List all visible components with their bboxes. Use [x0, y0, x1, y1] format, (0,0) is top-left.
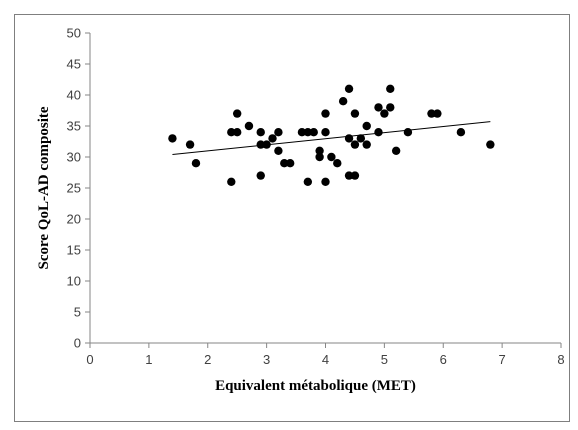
data-point	[427, 109, 436, 118]
data-point	[309, 128, 318, 137]
x-tick-label: 8	[557, 352, 564, 367]
data-point	[391, 146, 401, 155]
y-axis-title: Score QoL-AD composite	[36, 106, 52, 269]
x-tick-label: 3	[263, 352, 270, 367]
data-point	[280, 159, 289, 168]
data-point	[256, 128, 265, 137]
y-tick-label: 10	[67, 274, 81, 289]
data-point	[386, 103, 395, 112]
y-tick-label: 5	[74, 305, 81, 320]
data-point	[344, 134, 354, 143]
data-point	[456, 128, 466, 137]
data-point	[356, 134, 366, 143]
data-point	[344, 171, 354, 180]
data-point	[227, 177, 236, 186]
data-point	[315, 146, 324, 155]
data-point	[344, 84, 354, 94]
data-point	[350, 140, 360, 149]
x-tick-label: 0	[86, 352, 93, 367]
x-tick-label: 1	[145, 352, 152, 367]
data-point	[227, 128, 236, 137]
data-point	[433, 109, 442, 118]
data-point	[232, 109, 242, 118]
x-axis-title: Equivalent métabolique (MET)	[215, 378, 416, 394]
data-point	[321, 177, 330, 186]
y-tick-label: 50	[67, 26, 81, 41]
data-point	[303, 128, 313, 137]
y-tick-label: 40	[67, 88, 81, 103]
data-point	[362, 121, 371, 131]
y-tick-label: 20	[67, 212, 81, 227]
data-point	[333, 159, 342, 168]
data-point	[297, 128, 307, 137]
data-point	[256, 140, 265, 149]
data-point	[374, 103, 383, 112]
y-tick-label: 15	[67, 243, 81, 258]
x-tick-label: 6	[440, 352, 447, 367]
data-point	[268, 134, 277, 143]
y-tick-label: 0	[74, 336, 81, 351]
trendline-group	[172, 121, 491, 156]
y-tick-label: 45	[67, 57, 81, 72]
data-point	[350, 171, 360, 180]
data-point	[338, 97, 348, 106]
data-point	[256, 171, 265, 180]
x-tick-label: 5	[381, 352, 388, 367]
x-tick-label: 2	[204, 352, 211, 367]
trendline	[172, 121, 491, 156]
data-point	[386, 84, 395, 94]
data-points	[168, 84, 495, 186]
y-axis: 0 5 10 15 20 25 30 35 40 45 50	[67, 26, 91, 351]
data-point	[486, 140, 495, 149]
data-point	[274, 128, 283, 137]
data-point	[191, 159, 201, 168]
y-tick-label: 35	[67, 119, 81, 134]
data-point	[168, 134, 177, 143]
data-point	[380, 109, 389, 118]
y-tick-label: 25	[67, 181, 81, 196]
data-point	[315, 152, 324, 162]
data-point	[374, 128, 383, 137]
data-point	[262, 140, 271, 149]
data-point	[362, 140, 371, 149]
data-point	[232, 128, 242, 137]
x-tick-label: 7	[499, 352, 506, 367]
data-point	[403, 128, 413, 137]
data-point	[350, 109, 360, 118]
data-point	[321, 128, 330, 137]
data-point	[321, 109, 330, 118]
data-point	[327, 152, 336, 162]
data-point	[285, 159, 295, 168]
y-tick-label: 30	[67, 150, 81, 165]
data-point	[274, 146, 283, 155]
x-tick-label: 4	[322, 352, 329, 367]
data-point	[185, 140, 195, 149]
data-point	[244, 121, 254, 131]
x-axis: 0 1 2 3 4 5 6 7 8	[86, 342, 565, 367]
data-point	[303, 177, 313, 186]
